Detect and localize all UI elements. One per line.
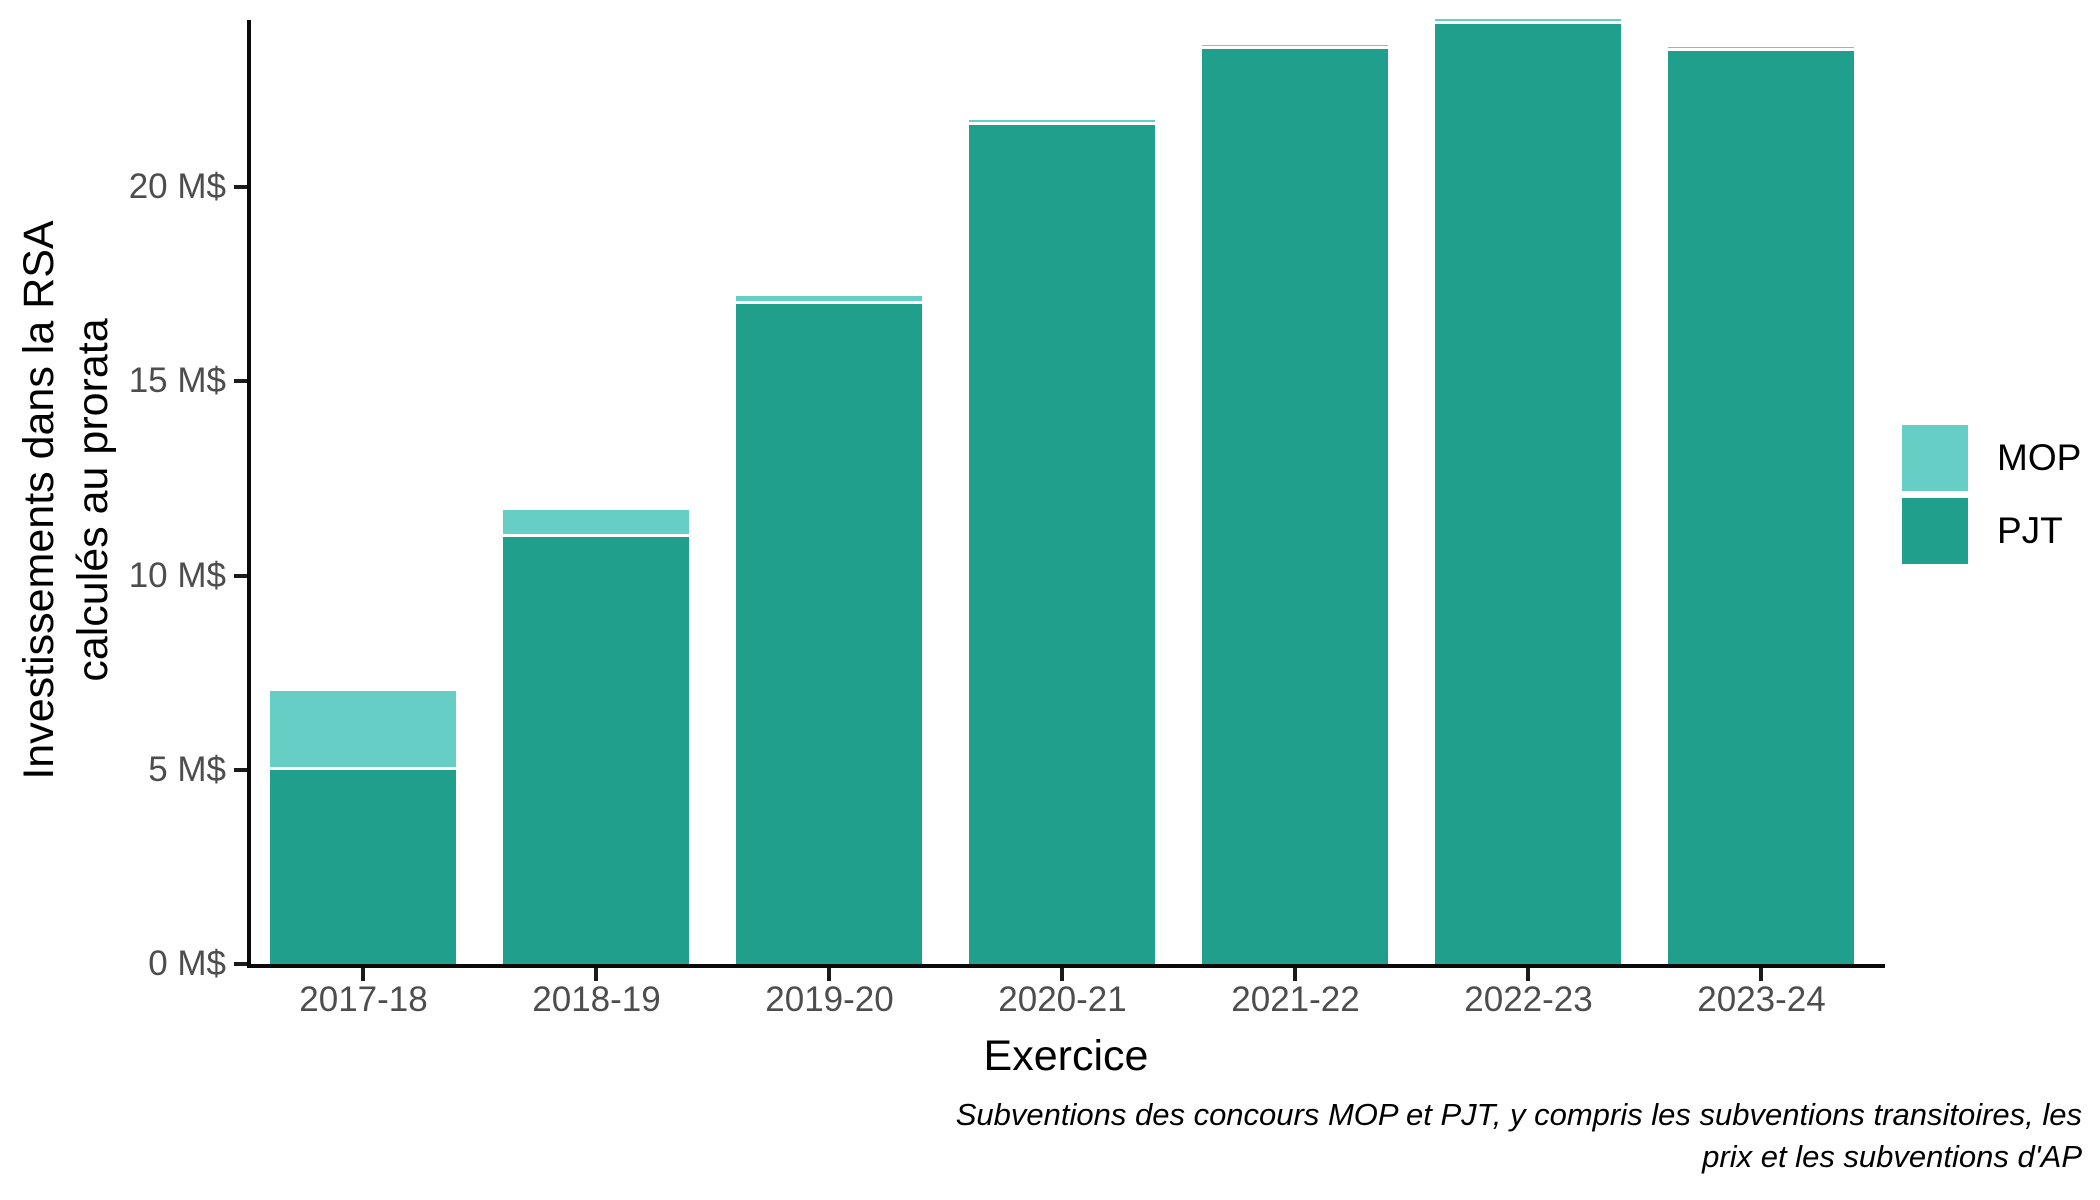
x-tick-label-2018-19: 2018-19: [532, 980, 661, 1019]
y-tick-mark-0: [234, 962, 247, 966]
legend-key-mop-swatch: [1902, 425, 1968, 491]
y-tick-mark-20: [234, 185, 247, 189]
y-axis-line: [247, 20, 251, 968]
y-axis-title-line-2: calculés au prorata: [69, 318, 117, 682]
bar-2020-21-pjt-segment: [969, 124, 1155, 964]
x-tick-mark-2022-23: [1526, 968, 1530, 981]
bar-2019-20-mop-segment: [736, 295, 922, 301]
y-axis-title: Investissements dans la RSA calculés au …: [12, 50, 120, 950]
bar-2017-18-segment-divider: [270, 766, 456, 770]
y-tick-label-20: 20 M$: [128, 167, 226, 206]
legend: MOP PJT: [1902, 425, 2081, 571]
bar-2023-24-pjt-segment: [1668, 51, 1854, 964]
bar-2021-22-mop-segment: [1202, 44, 1388, 47]
caption-line-2: prix et les subventions d'AP: [1702, 1139, 2082, 1174]
bar-2018-19-mop-segment: [503, 510, 689, 534]
x-tick-mark-2018-19: [594, 968, 598, 981]
y-tick-label-0: 0 M$: [148, 944, 226, 983]
y-tick-mark-5: [234, 767, 247, 772]
bar-2018-19-segment-divider: [503, 533, 689, 537]
x-tick-label-2022-23: 2022-23: [1464, 980, 1593, 1019]
x-axis-title: Exercice: [983, 1032, 1149, 1080]
bar-2017-18-mop-segment: [270, 690, 456, 767]
bar-2018-19-pjt-segment: [503, 536, 689, 964]
x-tick-mark-2020-21: [1060, 968, 1064, 981]
x-tick-mark-2019-20: [827, 968, 831, 981]
bar-2017-18-pjt-segment: [270, 769, 456, 964]
caption-line-1: Subventions des concours MOP et PJT, y c…: [955, 1097, 2082, 1132]
x-tick-label-2023-24: 2023-24: [1697, 980, 1826, 1019]
legend-entry-pjt: PJT: [1902, 498, 2081, 564]
legend-label-pjt: PJT: [1997, 510, 2063, 551]
bar-2019-20-pjt-segment: [736, 303, 922, 964]
y-tick-label-15: 15 M$: [128, 361, 226, 401]
x-axis-line: [247, 964, 1885, 968]
x-tick-mark-2021-22: [1293, 968, 1297, 981]
bar-2022-23-segment-divider: [1435, 20, 1621, 24]
y-tick-mark-15: [234, 379, 247, 384]
bar-2019-20-segment-divider: [736, 300, 922, 304]
y-tick-label-5: 5 M$: [148, 749, 226, 789]
y-tick-mark-10: [234, 573, 247, 578]
legend-key-pjt-swatch: [1902, 498, 1968, 564]
x-tick-mark-2023-24: [1759, 968, 1763, 981]
legend-label-mop: MOP: [1997, 437, 2082, 478]
y-axis-title-line-1: Investissements dans la RSA: [15, 220, 63, 780]
x-tick-label-2020-21: 2020-21: [998, 980, 1127, 1019]
x-tick-label-2019-20: 2019-20: [765, 980, 894, 1019]
bar-2022-23-mop-segment: [1435, 19, 1621, 21]
bar-2023-24-mop-segment: [1668, 46, 1854, 49]
bar-2021-22-pjt-segment: [1202, 49, 1388, 964]
x-tick-mark-2017-18: [361, 968, 365, 981]
bar-2021-22-segment-divider: [1202, 46, 1388, 50]
legend-entry-mop: MOP: [1902, 425, 2081, 491]
bar-2023-24-segment-divider: [1668, 48, 1854, 52]
y-tick-label-10: 10 M$: [128, 555, 226, 595]
bar-2020-21-segment-divider: [969, 121, 1155, 125]
x-tick-label-2017-18: 2017-18: [299, 980, 428, 1019]
chart-caption: Subventions des concours MOP et PJT, y c…: [582, 1094, 2082, 1178]
x-tick-label-2021-22: 2021-22: [1231, 980, 1360, 1019]
bar-2020-21-mop-segment: [969, 119, 1155, 122]
bar-2022-23-pjt-segment: [1435, 23, 1621, 964]
